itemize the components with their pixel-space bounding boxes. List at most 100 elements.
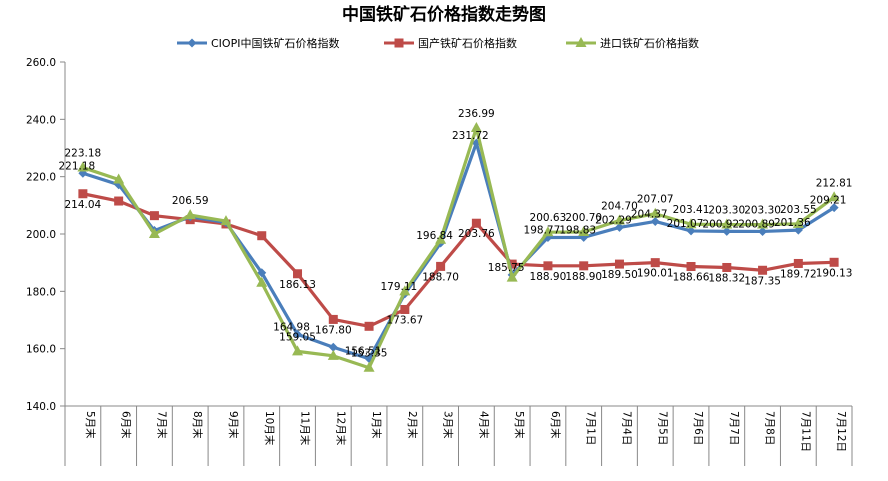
data-point — [722, 226, 732, 236]
x-tick-label: 6月末 — [120, 411, 133, 439]
data-label: 212.81 — [816, 177, 853, 189]
data-label: 173.67 — [386, 314, 423, 326]
data-point — [829, 203, 839, 213]
data-point — [506, 271, 518, 282]
data-point — [650, 216, 660, 226]
data-label: 188.90 — [530, 271, 567, 283]
legend-label: 进口铁矿石价格指数 — [600, 36, 699, 50]
data-label: 153.35 — [351, 348, 388, 360]
y-tick-label: 240.0 — [26, 114, 56, 126]
series-line — [82, 192, 835, 328]
data-point — [792, 217, 804, 228]
data-label: 196.84 — [416, 230, 453, 242]
data-label: 190.13 — [816, 267, 853, 279]
data-point — [394, 38, 404, 48]
data-point — [542, 226, 554, 237]
data-label: 201.36 — [774, 217, 811, 229]
data-point — [614, 222, 624, 232]
data-label: 189.50 — [601, 269, 638, 281]
series-line — [82, 141, 835, 361]
legend-item: 进口铁矿石价格指数 — [566, 36, 699, 50]
data-label: 206.59 — [172, 195, 209, 207]
data-label: 200.89 — [738, 218, 775, 230]
data-point — [793, 258, 803, 268]
data-point — [650, 258, 660, 268]
data-label: 221.18 — [59, 160, 96, 172]
y-tick-label: 140.0 — [26, 401, 56, 413]
data-point — [686, 262, 696, 272]
data-point — [828, 191, 840, 202]
x-tick-label: 11月末 — [299, 411, 312, 446]
x-tick-label: 7月末 — [155, 411, 168, 439]
data-point — [293, 329, 303, 339]
data-label: 185.75 — [488, 262, 525, 274]
y-tick-label: 200.0 — [26, 229, 56, 241]
data-point — [364, 321, 374, 331]
series-line — [82, 126, 836, 370]
data-point — [721, 218, 733, 229]
data-label: 198.83 — [559, 224, 596, 236]
data-label: 200.92 — [702, 218, 739, 230]
data-point — [187, 38, 197, 48]
data-point — [114, 196, 124, 206]
data-label: 188.70 — [422, 271, 459, 283]
data-point — [543, 261, 553, 271]
data-point — [292, 345, 304, 356]
x-tick-label: 5月末 — [84, 411, 97, 439]
x-tick-label: 7月5日 — [656, 411, 668, 445]
data-label: 223.18 — [65, 148, 102, 160]
data-point — [793, 225, 803, 235]
data-label: 188.90 — [565, 271, 602, 283]
data-point — [78, 189, 88, 199]
data-point — [400, 304, 410, 314]
data-label: 202.29 — [595, 214, 632, 226]
data-label: 203.30 — [708, 205, 745, 217]
data-point — [399, 285, 411, 296]
data-label: 198.77 — [524, 225, 561, 237]
data-point — [575, 37, 587, 47]
data-point — [184, 209, 196, 220]
data-label: 156.51 — [345, 346, 382, 358]
data-point — [722, 262, 732, 272]
y-tick-label: 160.0 — [26, 344, 56, 356]
y-tick-label: 260.0 — [26, 57, 56, 69]
data-label: 188.66 — [673, 272, 710, 284]
data-label: 209.21 — [810, 195, 847, 207]
data-point — [613, 214, 625, 225]
x-tick-label: 1月末 — [370, 411, 383, 439]
y-tick-label: 220.0 — [26, 172, 56, 184]
data-label: 236.99 — [458, 108, 495, 120]
data-label: 179.11 — [380, 281, 417, 293]
legend-item: CIOPI中国铁矿石价格指数 — [177, 36, 339, 50]
data-label: 187.35 — [744, 275, 781, 287]
x-tick-label: 7月12日 — [835, 411, 847, 452]
x-tick-label: 2月末 — [406, 411, 419, 439]
data-point — [436, 261, 446, 271]
x-tick-label: 5月末 — [513, 411, 526, 439]
data-point — [758, 265, 768, 275]
data-label: 186.13 — [279, 279, 316, 291]
data-point — [471, 218, 481, 228]
data-point — [507, 259, 517, 269]
data-point — [293, 269, 303, 279]
x-tick-label: 6月末 — [549, 411, 562, 439]
x-tick-label: 4月末 — [477, 411, 490, 439]
data-point — [758, 226, 768, 236]
data-point — [686, 226, 696, 236]
data-point — [579, 261, 589, 271]
x-tick-label: 7月11日 — [799, 411, 811, 452]
data-label: 203.41 — [673, 204, 710, 216]
data-point — [435, 233, 447, 244]
x-tick-label: 9月末 — [227, 411, 240, 439]
data-point — [578, 225, 590, 236]
x-tick-label: 7月8日 — [764, 411, 776, 445]
legend-label: CIOPI中国铁矿石价格指数 — [211, 36, 339, 50]
legend-item: 国产铁矿石价格指数 — [384, 36, 517, 50]
x-tick-label: 7月4日 — [620, 411, 632, 445]
data-label: 189.72 — [780, 268, 817, 280]
data-labels: 221.18 164.98 156.51 179.11 196.84 231.72 185.… — [59, 108, 853, 360]
x-tick-label: 8月末 — [191, 411, 204, 439]
data-label: 190.01 — [637, 268, 674, 280]
data-point — [220, 215, 232, 226]
data-point — [328, 342, 338, 352]
